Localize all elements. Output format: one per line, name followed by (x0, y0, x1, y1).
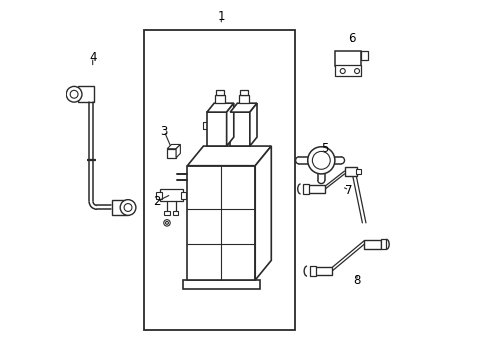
Text: 3: 3 (160, 125, 167, 138)
Circle shape (70, 90, 78, 98)
Circle shape (312, 152, 329, 169)
Bar (230, 112, 249, 146)
Polygon shape (226, 103, 233, 146)
Bar (238, 95, 248, 103)
Circle shape (120, 200, 136, 215)
Text: 7: 7 (345, 184, 352, 197)
Polygon shape (255, 146, 271, 280)
Circle shape (354, 68, 359, 73)
Circle shape (124, 203, 132, 211)
Circle shape (307, 147, 334, 174)
Bar (314, 267, 331, 275)
Text: 6: 6 (347, 32, 355, 45)
Bar (215, 95, 225, 103)
Circle shape (66, 86, 82, 102)
Circle shape (165, 221, 168, 224)
Bar (78, 86, 94, 102)
Polygon shape (187, 146, 271, 166)
Bar (144, 30, 294, 330)
Text: 2: 2 (153, 195, 161, 208)
Bar (164, 211, 169, 215)
Bar (156, 192, 162, 199)
Bar (160, 189, 183, 202)
Text: 5: 5 (321, 143, 328, 156)
Bar (181, 192, 186, 199)
Polygon shape (167, 144, 180, 149)
Bar (172, 211, 178, 215)
Bar (187, 166, 255, 280)
Bar (167, 149, 176, 158)
Bar (334, 51, 361, 66)
Text: 4: 4 (89, 51, 96, 64)
Bar (334, 65, 361, 76)
Bar (112, 200, 128, 215)
Bar (309, 266, 315, 276)
Bar (364, 240, 381, 249)
Bar (303, 184, 308, 194)
Polygon shape (249, 103, 257, 146)
Bar (183, 280, 259, 289)
Bar (380, 239, 386, 249)
Polygon shape (230, 103, 257, 112)
Bar (344, 167, 356, 176)
Bar (307, 185, 325, 193)
Text: 1: 1 (217, 10, 224, 23)
Bar (216, 90, 224, 95)
Bar (239, 90, 247, 95)
Text: 8: 8 (353, 274, 360, 287)
Bar (206, 112, 226, 146)
Polygon shape (176, 144, 180, 158)
Bar (356, 168, 360, 174)
Circle shape (340, 68, 345, 73)
Circle shape (163, 220, 170, 226)
Polygon shape (206, 103, 233, 112)
Bar (361, 51, 367, 60)
